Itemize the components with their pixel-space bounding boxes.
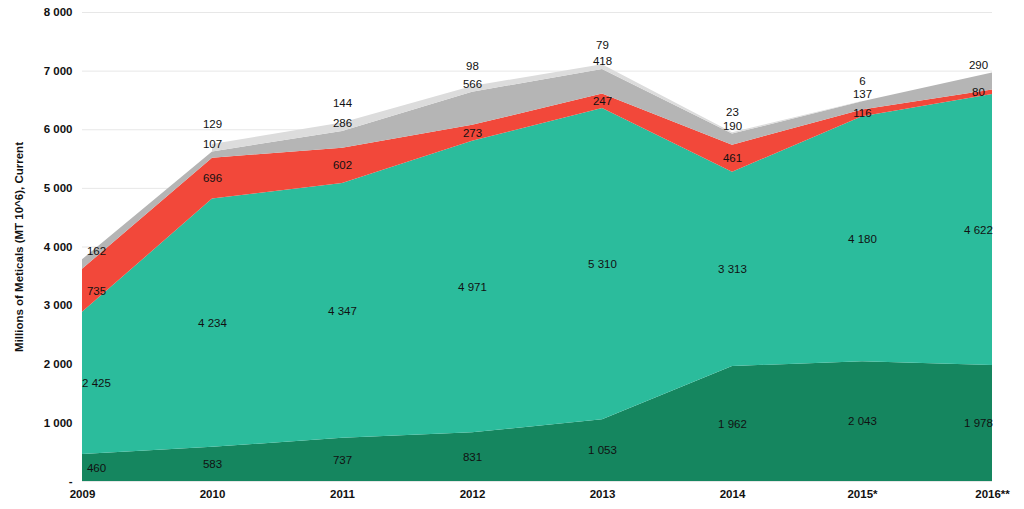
svg-text:1 962: 1 962 xyxy=(718,418,747,430)
svg-text:79: 79 xyxy=(596,39,609,51)
svg-text:4 180: 4 180 xyxy=(848,233,877,245)
svg-text:5 000: 5 000 xyxy=(44,182,73,194)
svg-text:2011: 2011 xyxy=(330,488,356,500)
svg-text:Millions of Meticals (MT 10^6): Millions of Meticals (MT 10^6), Current xyxy=(13,142,25,352)
svg-text:129: 129 xyxy=(203,118,222,130)
svg-text:-: - xyxy=(69,475,73,487)
svg-text:2 043: 2 043 xyxy=(848,415,877,427)
svg-text:2014: 2014 xyxy=(720,488,746,500)
svg-text:247: 247 xyxy=(593,95,612,107)
svg-text:2 425: 2 425 xyxy=(82,377,111,389)
svg-text:418: 418 xyxy=(593,55,612,67)
svg-text:737: 737 xyxy=(333,454,352,466)
svg-text:696: 696 xyxy=(203,172,222,184)
svg-text:162: 162 xyxy=(87,245,106,257)
svg-text:8 000: 8 000 xyxy=(44,6,73,18)
svg-text:286: 286 xyxy=(333,117,352,129)
svg-text:2010: 2010 xyxy=(200,488,226,500)
svg-text:602: 602 xyxy=(333,159,352,171)
svg-text:566: 566 xyxy=(463,78,482,90)
svg-text:2 000: 2 000 xyxy=(44,358,73,370)
svg-text:2016**: 2016** xyxy=(975,488,1010,500)
svg-text:831: 831 xyxy=(463,451,482,463)
svg-text:4 622: 4 622 xyxy=(964,224,993,236)
svg-text:273: 273 xyxy=(463,127,482,139)
svg-text:190: 190 xyxy=(723,120,742,132)
svg-text:107: 107 xyxy=(203,138,222,150)
svg-text:5 310: 5 310 xyxy=(588,258,617,270)
svg-text:461: 461 xyxy=(723,152,742,164)
svg-text:290: 290 xyxy=(969,59,988,71)
svg-text:2013: 2013 xyxy=(590,488,616,500)
svg-text:1 978: 1 978 xyxy=(964,417,993,429)
svg-text:137: 137 xyxy=(853,88,872,100)
svg-text:98: 98 xyxy=(466,60,479,72)
svg-text:3 000: 3 000 xyxy=(44,299,73,311)
svg-text:2012: 2012 xyxy=(460,488,486,500)
svg-text:1 000: 1 000 xyxy=(44,417,73,429)
svg-text:1 053: 1 053 xyxy=(588,444,617,456)
svg-text:116: 116 xyxy=(853,107,871,119)
svg-text:6: 6 xyxy=(859,75,865,87)
svg-text:4 347: 4 347 xyxy=(328,305,357,317)
svg-text:735: 735 xyxy=(87,285,106,297)
svg-text:2009: 2009 xyxy=(70,488,96,500)
svg-text:7 000: 7 000 xyxy=(44,65,73,77)
svg-text:4 234: 4 234 xyxy=(198,317,227,329)
svg-text:4 000: 4 000 xyxy=(44,241,73,253)
svg-text:144: 144 xyxy=(333,97,353,109)
svg-text:6 000: 6 000 xyxy=(44,123,73,135)
svg-text:23: 23 xyxy=(726,106,739,118)
svg-text:460: 460 xyxy=(87,462,106,474)
svg-text:4 971: 4 971 xyxy=(458,281,487,293)
svg-text:2015*: 2015* xyxy=(847,488,878,500)
svg-text:3 313: 3 313 xyxy=(718,263,747,275)
svg-text:80: 80 xyxy=(972,86,985,98)
svg-text:583: 583 xyxy=(203,458,222,470)
